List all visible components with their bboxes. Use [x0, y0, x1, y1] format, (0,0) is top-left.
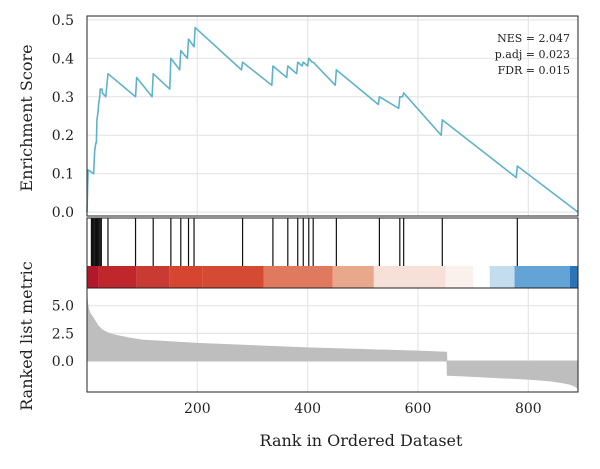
heatmap-segment — [136, 266, 170, 288]
stats-box: NES = 2.047 p.adj = 0.023 FDR = 0.015 — [495, 32, 570, 77]
stat-padj: p.adj = 0.023 — [495, 48, 570, 61]
enrichment-frame — [86, 15, 579, 217]
heatmap-segment — [263, 266, 333, 288]
heatmap-segment — [445, 266, 474, 288]
x-tick-label: 600 — [405, 401, 432, 417]
stat-nes: NES = 2.047 — [497, 32, 570, 45]
heatmap-segment — [332, 266, 374, 288]
heatmap-segment — [202, 266, 264, 288]
heatmap-segment — [87, 266, 99, 288]
ranked-metric-area — [86, 294, 579, 390]
y-tick-label-metric: 0.0 — [52, 354, 74, 370]
y-axis-title-metric: Ranked list metric — [17, 261, 36, 411]
x-tick-label: 400 — [294, 401, 321, 417]
y-tick-label-es: 0.5 — [52, 13, 74, 29]
rank-heatmap-bar — [87, 266, 578, 288]
x-axis-title: Rank in Ordered Dataset — [260, 431, 463, 450]
grid-lines — [87, 16, 578, 392]
tick-labels: 0.0 0.1 0.2 0.3 0.4 0.5 0.0 2.5 5.0 200 400 600 800 — [52, 13, 542, 417]
heatmap-segment — [569, 266, 578, 288]
y-tick-label-metric: 2.5 — [52, 326, 74, 342]
x-tick-label: 800 — [515, 401, 542, 417]
heatmap-segment — [373, 266, 446, 288]
y-tick-label-es: 0.1 — [52, 167, 74, 183]
panel-frames — [86, 15, 579, 393]
metric-panel — [86, 294, 579, 390]
y-tick-label-metric: 5.0 — [52, 299, 74, 315]
y-axis-title-enrichment: Enrichment Score — [17, 44, 36, 191]
enrichment-score-line — [86, 26, 579, 213]
heatmap-segment — [169, 266, 203, 288]
hits-panel — [90, 218, 518, 266]
y-tick-label-es: 0.0 — [52, 205, 74, 221]
heatmap-segment — [514, 266, 570, 288]
metric-frame — [86, 287, 579, 393]
stat-fdr: FDR = 0.015 — [498, 64, 570, 77]
heatmap-segment — [489, 266, 515, 288]
heatmap-segment — [98, 266, 137, 288]
heatmap-segment — [473, 266, 490, 288]
y-tick-label-es: 0.4 — [52, 51, 74, 67]
enrichment-panel — [86, 26, 579, 213]
x-tick-label: 200 — [184, 401, 211, 417]
y-tick-label-es: 0.2 — [52, 128, 74, 144]
y-tick-label-es: 0.3 — [52, 90, 74, 106]
